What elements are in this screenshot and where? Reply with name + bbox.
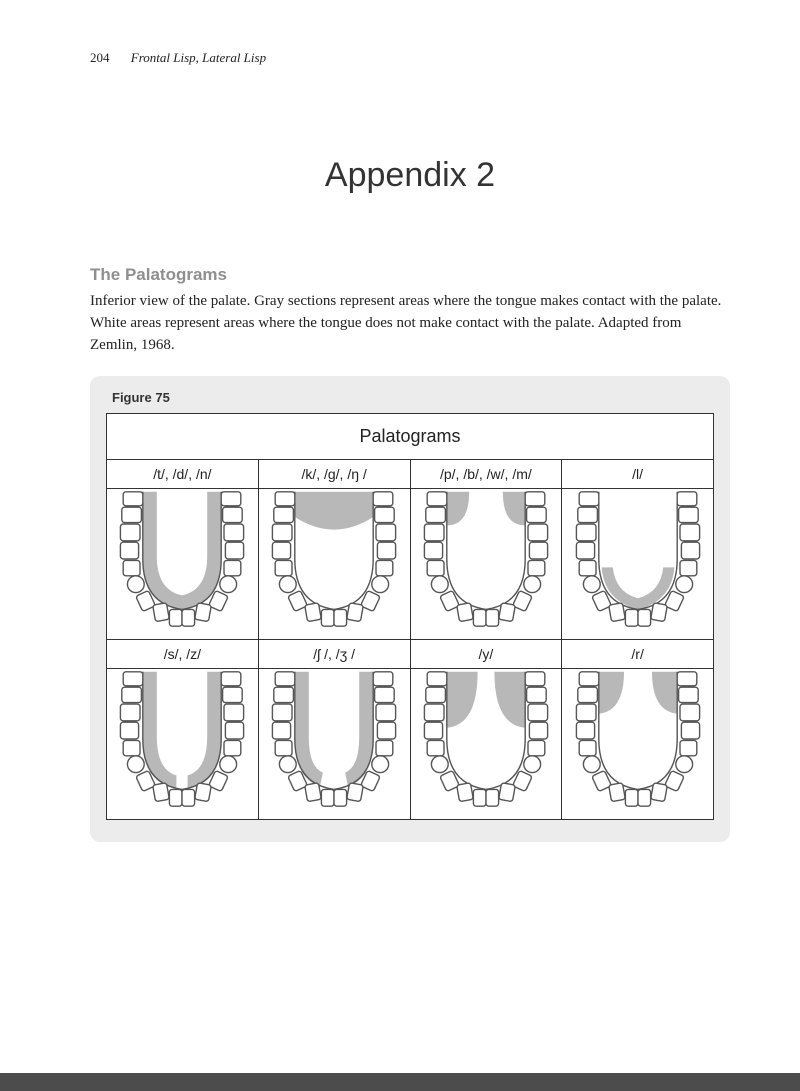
palatogram-tdn <box>107 489 259 639</box>
col-header: /t/, /d/, /n/ <box>107 460 259 489</box>
col-header: /s/, /z/ <box>107 639 259 669</box>
palatogram-l <box>562 489 713 639</box>
palatogram-sh-zh <box>259 669 411 819</box>
col-header: /r/ <box>562 639 713 669</box>
col-header: /p/, /b/, /w/, /m/ <box>411 460 563 489</box>
palatogram-kg-eng <box>259 489 411 639</box>
running-head: 204 Frontal Lisp, Lateral Lisp <box>90 50 730 66</box>
col-header: /k/, /g/, /ŋ / <box>259 460 411 489</box>
palatogram-grid: Palatograms /t/, /d/, /n/ /k/, /g/, /ŋ /… <box>106 413 714 820</box>
page-number: 204 <box>90 50 110 65</box>
palatogram-sz <box>107 669 259 819</box>
col-header: /ʃ /, /ʒ / <box>259 639 411 669</box>
section-title: The Palatograms <box>90 265 730 285</box>
body-paragraph: Inferior view of the palate. Gray sectio… <box>90 291 730 356</box>
palatogram-pbwm <box>411 489 563 639</box>
appendix-heading: Appendix 2 <box>90 156 730 195</box>
col-header: /l/ <box>562 460 713 489</box>
footer-bar <box>0 1073 800 1091</box>
figure-container: Figure 75 Palatograms /t/, /d/, /n/ /k/,… <box>90 376 730 842</box>
col-header: /y/ <box>411 639 563 669</box>
palatogram-r <box>562 669 713 819</box>
palatogram-y <box>411 669 563 819</box>
figure-label: Figure 75 <box>106 390 714 405</box>
grid-title: Palatograms <box>107 414 713 460</box>
book-title: Frontal Lisp, Lateral Lisp <box>131 50 266 65</box>
